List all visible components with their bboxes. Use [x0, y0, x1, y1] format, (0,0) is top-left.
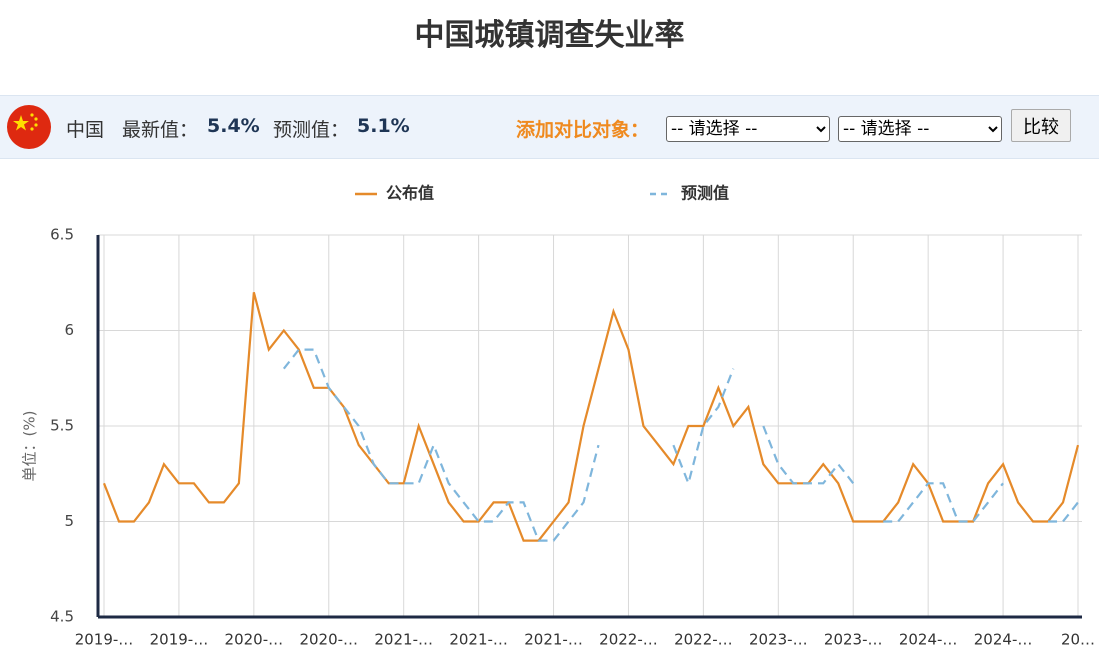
flag-icon	[7, 105, 51, 149]
x-tick-label: 2022-…	[674, 631, 733, 649]
compare-label: 添加对比对象：	[516, 119, 650, 141]
x-tick-label: 2019-…	[75, 631, 134, 649]
x-tick-label: 2024-…	[899, 631, 958, 649]
x-tick-label: 20…	[1061, 631, 1095, 649]
legend-label: 公布值	[386, 184, 434, 203]
series-line	[282, 348, 1079, 542]
forecast-value: 5.1%	[357, 115, 410, 137]
y-axis-label: 单位：(%)	[21, 411, 39, 482]
compare-select[interactable]: -- 请选择 --	[666, 116, 830, 142]
y-tick-label: 6.5	[50, 226, 74, 244]
x-tick-label: 2021-…	[374, 631, 433, 649]
country: 中国	[66, 119, 105, 141]
compare-select[interactable]: -- 请选择 --	[838, 116, 1002, 142]
y-tick-label: 4.5	[50, 608, 74, 626]
x-tick-label: 2021-…	[449, 631, 508, 649]
page-title: 中国城镇调查失业率	[414, 18, 685, 53]
y-tick-label: 6	[64, 321, 74, 339]
y-tick-label: 5.5	[50, 417, 74, 435]
x-tick-label: 2019-…	[150, 631, 209, 649]
compare-button[interactable]: 比较	[1011, 109, 1071, 142]
x-tick-label: 2022-…	[599, 631, 658, 649]
x-tick-label: 2023-…	[824, 631, 883, 649]
latest-value: 5.4%	[207, 115, 260, 137]
x-tick-label: 2023-…	[749, 631, 808, 649]
forecast-label: 预测值：	[273, 119, 350, 141]
legend-label: 预测值	[681, 184, 729, 203]
x-tick-label: 2021-…	[524, 631, 583, 649]
x-tick-label: 2024-…	[974, 631, 1033, 649]
series-line	[102, 292, 1080, 542]
info-bar: 中国 最新值： 5.4% 预测值： 5.1% 添加对比对象： -- 请选择 --…	[0, 95, 1099, 159]
chart: 4.5 5 5.5 6 6.5 2019-… 2019-… 2020-… 2020-… 2021-…	[21, 184, 1096, 649]
y-tick-label: 5	[64, 512, 74, 530]
x-tick-label: 2020-…	[299, 631, 358, 649]
latest-label: 最新值：	[122, 119, 199, 141]
x-tick-label: 2020-…	[225, 631, 284, 649]
